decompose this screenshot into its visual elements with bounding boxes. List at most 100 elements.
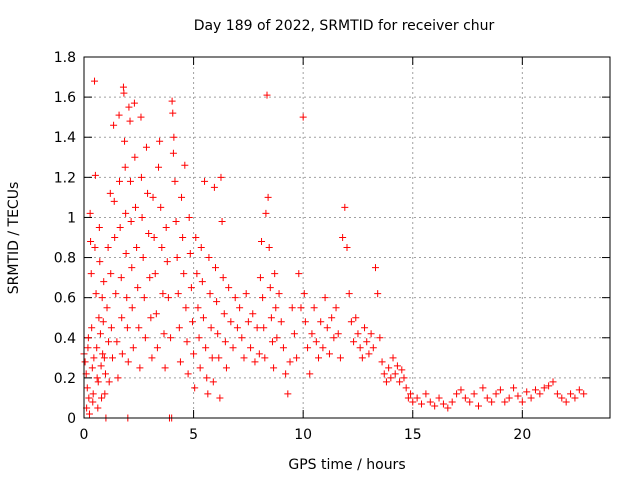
- data-point: [352, 314, 360, 322]
- data-point: [286, 358, 294, 366]
- data-point: [527, 394, 535, 402]
- data-point: [225, 284, 233, 292]
- data-point: [409, 398, 417, 406]
- data-point: [332, 304, 340, 312]
- data-point: [389, 354, 397, 362]
- data-point: [206, 290, 214, 298]
- data-point: [138, 213, 146, 221]
- data-point: [448, 398, 456, 406]
- data-point: [540, 384, 548, 392]
- data-point: [85, 410, 93, 418]
- data-point: [137, 113, 145, 121]
- data-point: [453, 390, 461, 398]
- data-point: [104, 244, 112, 252]
- data-point: [113, 338, 121, 346]
- data-point: [341, 203, 349, 211]
- data-point: [295, 270, 303, 278]
- data-point: [461, 394, 469, 402]
- data-point: [273, 334, 281, 342]
- data-point: [339, 234, 347, 241]
- data-point: [435, 394, 443, 402]
- data-point: [146, 274, 154, 282]
- data-point: [343, 244, 351, 252]
- data-point: [312, 338, 320, 346]
- data-point: [284, 390, 292, 398]
- data-point: [426, 398, 434, 406]
- data-point: [265, 244, 273, 252]
- data-point: [242, 290, 250, 298]
- data-point: [149, 193, 157, 201]
- data-point: [186, 250, 194, 258]
- data-point: [119, 83, 127, 91]
- data-point: [83, 384, 91, 392]
- data-point: [263, 91, 271, 99]
- data-point: [173, 254, 181, 262]
- data-point: [571, 394, 579, 402]
- data-point: [95, 223, 103, 231]
- data-point: [105, 338, 113, 346]
- data-point: [101, 390, 109, 398]
- data-point: [192, 234, 200, 241]
- data-point: [118, 314, 126, 322]
- data-point: [354, 330, 362, 338]
- data-point: [176, 358, 184, 366]
- data-point: [567, 390, 575, 398]
- data-point: [470, 390, 478, 398]
- data-point: [266, 284, 274, 292]
- data-point: [358, 354, 366, 362]
- data-point: [116, 177, 124, 185]
- data-point: [259, 294, 267, 302]
- data-point: [466, 398, 474, 406]
- data-point: [501, 398, 509, 406]
- data-point: [98, 294, 106, 302]
- data-point: [233, 324, 241, 332]
- data-point: [404, 394, 412, 402]
- y-tick-label: 1.8: [54, 50, 76, 66]
- data-point: [216, 394, 224, 402]
- data-point: [150, 234, 158, 241]
- data-point: [145, 229, 153, 237]
- data-point: [100, 354, 108, 362]
- data-point: [328, 314, 336, 322]
- data-point: [207, 324, 215, 332]
- data-point: [187, 284, 195, 292]
- data-point: [444, 404, 452, 412]
- data-point: [439, 400, 447, 408]
- data-point: [175, 324, 183, 332]
- data-point: [125, 103, 133, 111]
- data-point: [385, 364, 393, 372]
- data-point: [91, 171, 99, 179]
- data-point: [457, 386, 465, 394]
- data-point: [168, 97, 176, 105]
- data-point: [299, 113, 307, 121]
- data-point: [127, 217, 135, 225]
- data-point: [304, 344, 312, 352]
- data-point: [531, 386, 539, 394]
- data-point: [94, 378, 102, 386]
- data-point: [345, 290, 353, 298]
- data-point: [178, 193, 186, 201]
- data-point: [290, 330, 298, 338]
- data-point: [92, 290, 100, 298]
- data-point: [99, 318, 107, 326]
- data-point: [301, 318, 309, 326]
- data-point: [261, 354, 269, 362]
- data-point: [240, 354, 248, 362]
- data-point: [580, 390, 588, 398]
- data-point: [142, 143, 150, 151]
- data-point: [272, 304, 280, 312]
- data-point: [171, 177, 179, 185]
- x-tick-label: 10: [294, 427, 312, 443]
- data-point: [199, 314, 207, 322]
- data-point: [124, 358, 132, 366]
- data-point: [413, 394, 421, 402]
- axis-ticks: [83, 56, 610, 419]
- data-point: [123, 324, 131, 332]
- data-point: [217, 173, 225, 181]
- data-point: [152, 310, 160, 318]
- data-point: [256, 274, 264, 282]
- data-point: [553, 390, 561, 398]
- data-point: [116, 223, 124, 231]
- data-point: [271, 270, 279, 278]
- x-tick-label: 0: [80, 427, 89, 443]
